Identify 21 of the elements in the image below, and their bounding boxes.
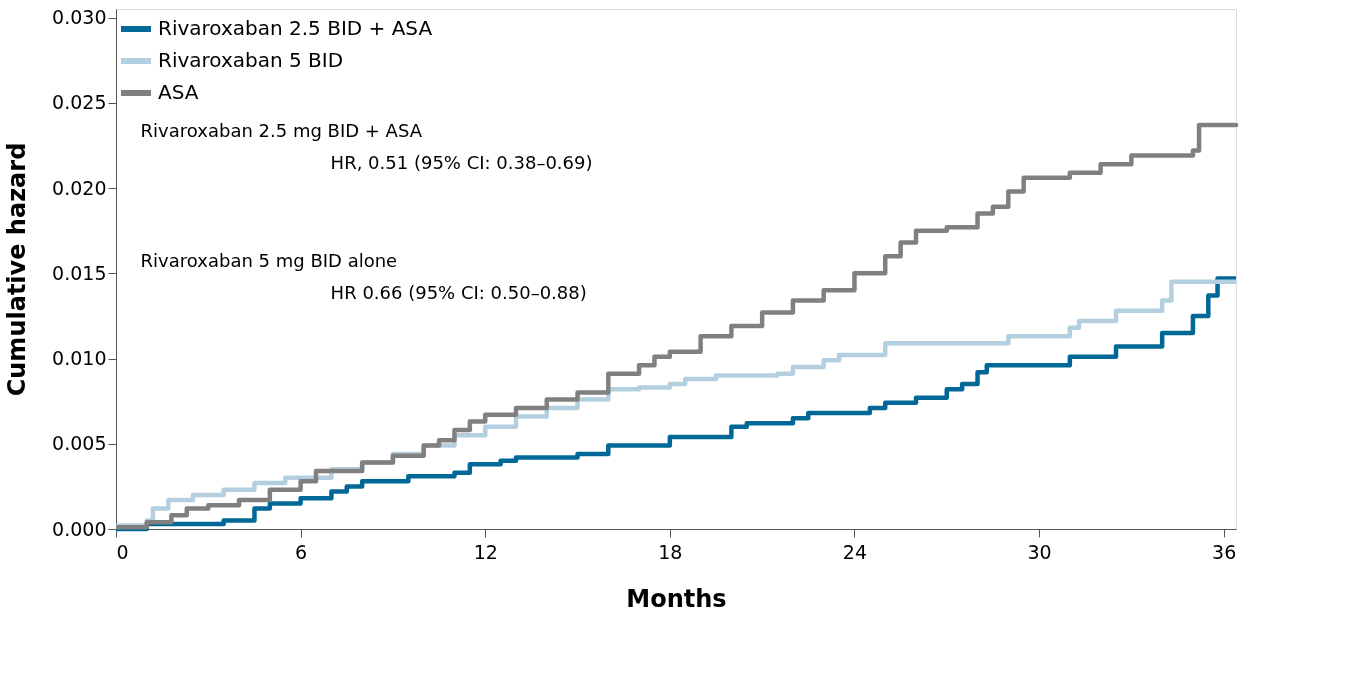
legend-label: Rivaroxaban 2.5 BID + ASA <box>158 16 433 40</box>
annotation: Rivaroxaban 5 mg BID alone HR 0.66 (95% CI: 0.50–0.88) <box>140 249 587 303</box>
y-tick-label: 0.025 <box>52 91 107 114</box>
x-tick-label: 30 <box>1027 540 1052 563</box>
y-tick-label: 0.015 <box>52 261 107 284</box>
annotation: Rivaroxaban 2.5 mg BID + ASA HR, 0.51 (95% CI: 0.38–0.69) <box>140 120 593 174</box>
x-tick-label: 12 <box>473 540 498 563</box>
legend-label: ASA <box>158 80 199 104</box>
y-tick-label: 0.020 <box>52 176 107 199</box>
y-tick-label: 0.030 <box>52 6 107 29</box>
y-tick-label: 0.005 <box>52 432 107 455</box>
x-tick-label: 0 <box>116 540 129 563</box>
x-tick-label: 36 <box>1212 540 1237 563</box>
y-tick-label: 0.000 <box>52 517 107 540</box>
x-tick-label: 18 <box>658 540 683 563</box>
x-tick-label: 6 <box>295 540 308 563</box>
y-tick-label: 0.010 <box>52 347 107 370</box>
y-axis-title: Cumulative hazard <box>3 142 32 397</box>
x-axis-title: Months <box>626 584 727 613</box>
legend-label: Rivaroxaban 5 BID <box>158 48 344 72</box>
x-tick-label: 24 <box>842 540 868 563</box>
